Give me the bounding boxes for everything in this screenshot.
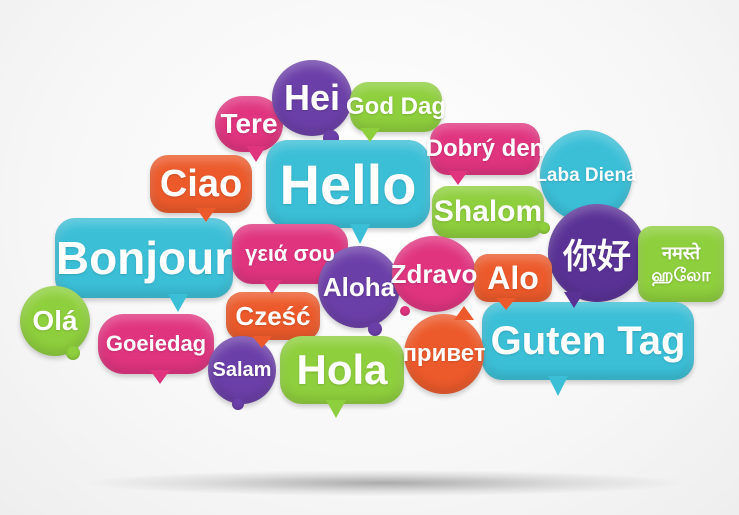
word-hei: Hei (283, 77, 341, 118)
tail-goeiedag (150, 370, 170, 384)
word-salam: Salam (212, 358, 272, 381)
word-tere: Tere (220, 108, 278, 139)
word-hello: Hello (279, 152, 417, 216)
bubble-ciao: Ciao (150, 155, 252, 213)
floor-shadow (90, 470, 680, 496)
dot-aloha (368, 322, 382, 336)
word-shalom: Shalom (433, 195, 543, 228)
dot-zdravo (400, 306, 410, 316)
word-ola: Olá (32, 305, 78, 336)
tail-nihao (564, 292, 584, 308)
bubble-hei: Hei (272, 60, 352, 136)
bubble-ola: Olá (20, 286, 90, 356)
word-laba-diena: Laba Diena (535, 165, 637, 186)
word-tamil: ஹலோ (651, 265, 711, 285)
dot-salam (232, 398, 244, 410)
bubble-alo: Alo (474, 254, 552, 302)
bubble-goeiedag: Goeiedag (98, 314, 214, 374)
bubble-hello: Hello (266, 140, 430, 228)
bubble-god-dag: God Dag (346, 82, 446, 132)
tail-god-dag (360, 128, 380, 142)
word-zdravo: Zdravo (390, 258, 478, 289)
word-dobry-den: Dobrý den (425, 135, 545, 162)
bubble-tere: Tere (215, 96, 283, 152)
bubble-salam: Salam (208, 336, 276, 404)
word-guten-tag: Guten Tag (490, 318, 686, 363)
tail-ciao (196, 208, 216, 222)
bubble-privet: привет (402, 314, 486, 394)
tail-czesc (252, 336, 272, 348)
word-privet: привет (402, 340, 486, 367)
bubble-zdravo: Zdravo (390, 236, 478, 312)
word-hola: Hola (296, 346, 388, 393)
dot-shalom (538, 222, 550, 234)
tail-geia-sou (262, 280, 282, 294)
word-goeiedag: Goeiedag (105, 331, 207, 356)
tail-alo (496, 298, 516, 310)
tail-tere (246, 146, 266, 162)
word-czesc: Cześć (235, 300, 311, 331)
word-bonjour: Bonjour (55, 232, 233, 284)
bubble-shalom: Shalom (432, 186, 544, 238)
bubble-bonjour: Bonjour (55, 218, 233, 298)
bubble-hola: Hola (280, 336, 404, 404)
tail-hello (350, 224, 370, 244)
bubble-czesc: Cześć (226, 292, 320, 340)
word-namaste: नमस्ते (661, 242, 701, 263)
bubble-namaste: नमस्ते ஹலோ (638, 226, 724, 302)
word-geia-sou: γειά σου (245, 241, 335, 266)
word-aloha: Aloha (322, 271, 396, 302)
tail-hola (326, 400, 346, 418)
dot-ola (66, 346, 80, 360)
bubble-guten-tag: Guten Tag (482, 302, 694, 380)
bubble-dobry-den: Dobrý den (426, 123, 544, 175)
word-ciao: Ciao (159, 162, 243, 205)
tail-privet (454, 306, 474, 320)
bubble-aloha: Aloha (318, 246, 400, 328)
word-alo: Alo (487, 259, 539, 296)
word-nihao: 你好 (563, 237, 631, 276)
tail-bonjour (168, 294, 188, 312)
bubble-nihao: 你好 (548, 204, 646, 302)
word-god-dag: God Dag (346, 93, 446, 120)
tail-dobry-den (448, 171, 468, 185)
tail-guten-tag (548, 376, 568, 396)
